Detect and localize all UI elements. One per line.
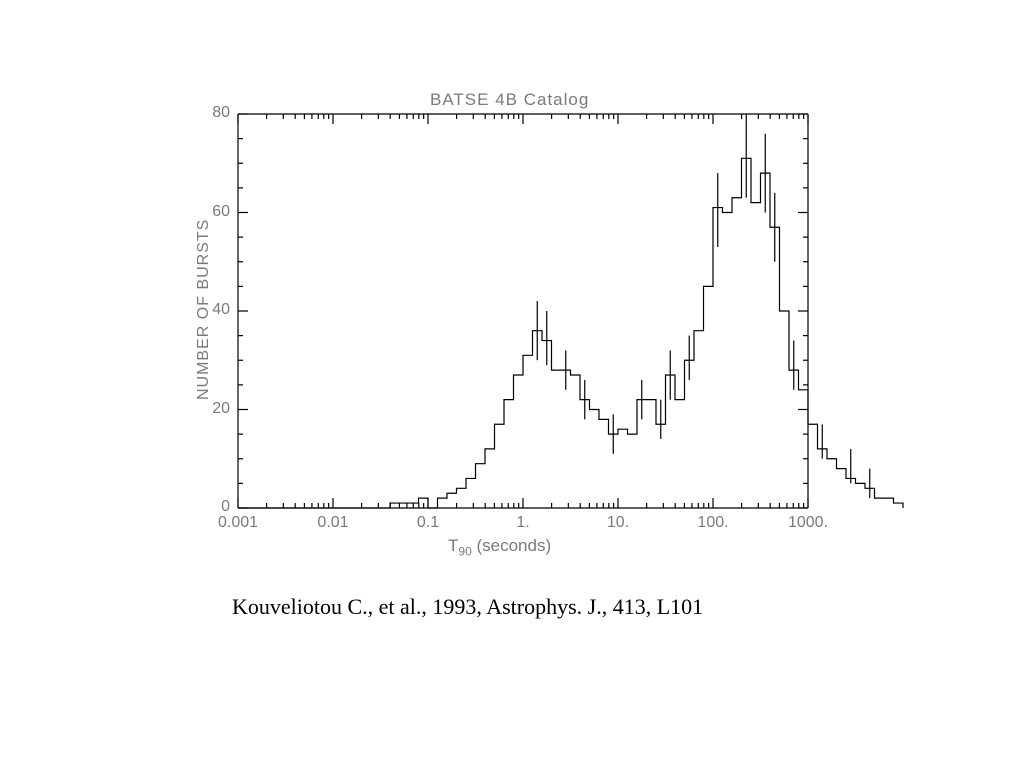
x-tick-label: 100.: [691, 514, 735, 532]
y-tick-label: 80: [200, 104, 230, 122]
x-tick-label: 0.001: [216, 514, 260, 532]
y-tick-label: 60: [200, 203, 230, 221]
x-tick-label: 10.: [596, 514, 640, 532]
y-tick-label: 0: [200, 498, 230, 516]
x-tick-label: 1.: [501, 514, 545, 532]
x-tick-label: 0.01: [311, 514, 355, 532]
plot-svg: [0, 0, 1024, 768]
x-tick-label: 1000.: [786, 514, 830, 532]
citation-text: Kouveliotou C., et al., 1993, Astrophys.…: [232, 594, 703, 620]
y-tick-label: 20: [200, 400, 230, 418]
x-tick-label: 0.1: [406, 514, 450, 532]
y-tick-label: 40: [200, 301, 230, 319]
figure-container: BATSE 4B Catalog NUMBER OF BURSTS T90 (s…: [0, 0, 1024, 768]
